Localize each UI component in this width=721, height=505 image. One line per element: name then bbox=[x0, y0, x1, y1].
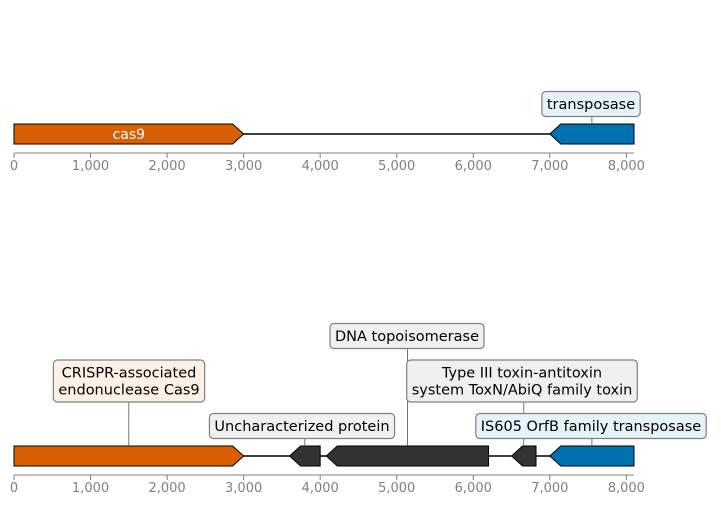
x-tick-label: 7,000 bbox=[531, 159, 568, 174]
x-tick-label: 6,000 bbox=[455, 481, 492, 496]
annotation-text: system ToxN/AbiQ family toxin bbox=[412, 383, 633, 399]
x-tick-label: 3,000 bbox=[225, 159, 262, 174]
x-tick-label: 3,000 bbox=[225, 481, 262, 496]
annotation-text: transposase bbox=[547, 97, 635, 113]
x-tick-label: 1,000 bbox=[72, 159, 109, 174]
annotation-box-transposase: transposase bbox=[541, 90, 641, 118]
annotation-text: endonuclease Cas9 bbox=[58, 383, 199, 399]
x-tick-label: 2,000 bbox=[148, 159, 185, 174]
track-bottom: 0 1,000 2,000 3,000 4,000 5,000 6,000 7,000 8,00… bbox=[10, 322, 707, 496]
annotation-box-is605-transposase: IS605 OrfB family transposase bbox=[475, 412, 707, 440]
annotation-box-uncharacterized: Uncharacterized protein bbox=[208, 412, 396, 440]
annotation-text: DNA topoisomerase bbox=[335, 329, 479, 345]
x-tick-label: 4,000 bbox=[302, 481, 339, 496]
x-tick-label: 7,000 bbox=[531, 481, 568, 496]
gene-arrow-cas9 bbox=[13, 445, 245, 467]
annotation-frame bbox=[208, 412, 396, 440]
gene-arrow-is605-transposase bbox=[549, 445, 635, 467]
gene-arrow-transposase bbox=[549, 123, 635, 145]
annotation-text: IS605 OrfB family transposase bbox=[481, 419, 702, 435]
annotation-frame bbox=[329, 322, 485, 350]
x-tick-label: 8,000 bbox=[608, 159, 645, 174]
x-tick-label: 5,000 bbox=[378, 159, 415, 174]
annotation-box-topoisomerase: DNA topoisomerase bbox=[329, 322, 485, 350]
gene-arrow-uncharacterized bbox=[288, 445, 321, 467]
x-tick-label: 5,000 bbox=[378, 481, 415, 496]
annotation-frame bbox=[541, 90, 641, 118]
gene-arrow-cas9 bbox=[13, 123, 245, 145]
annotation-frame bbox=[52, 359, 206, 403]
x-tick-label: 6,000 bbox=[455, 159, 492, 174]
x-tick-label: 0 bbox=[10, 481, 18, 496]
annotation-text: Type III toxin-antitoxin bbox=[441, 366, 602, 382]
gene-label-cas9: cas9 bbox=[113, 127, 145, 143]
annotation-frame bbox=[475, 412, 707, 440]
annotation-text: Uncharacterized protein bbox=[214, 419, 389, 435]
track-top: 0 1,000 2,000 3,000 4,000 5,000 6,000 7,000 8,00… bbox=[10, 90, 645, 174]
x-tick-label: 0 bbox=[10, 159, 18, 174]
annotation-text: CRISPR-associated bbox=[62, 366, 197, 382]
annotation-frame bbox=[406, 359, 638, 403]
x-tick-label: 4,000 bbox=[302, 159, 339, 174]
gene-arrow-topoisomerase bbox=[325, 445, 490, 467]
gene-arrow-toxin bbox=[510, 445, 537, 467]
x-tick-label: 8,000 bbox=[608, 481, 645, 496]
x-tick-label: 1,000 bbox=[72, 481, 109, 496]
x-tick-label: 2,000 bbox=[148, 481, 185, 496]
